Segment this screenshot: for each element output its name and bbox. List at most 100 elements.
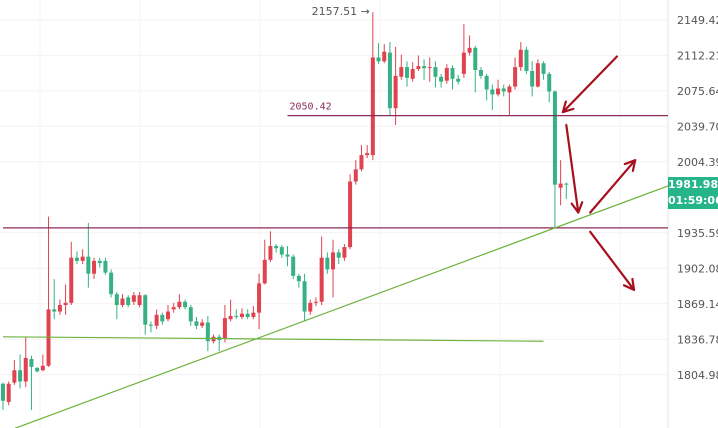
candle: [313, 297, 318, 307]
candle: [137, 291, 142, 308]
candle: [131, 291, 136, 306]
candle: [353, 160, 358, 185]
y-tick-label: 1869.14: [677, 298, 718, 311]
candle: [376, 43, 381, 65]
candle-body: [547, 73, 552, 92]
drawings: [2, 55, 669, 428]
candle: [35, 366, 40, 373]
candle-body: [69, 257, 74, 303]
candle: [404, 61, 409, 87]
candle: [239, 308, 244, 320]
candle: [296, 273, 301, 288]
candle-body: [228, 315, 233, 320]
candle-body: [410, 69, 415, 79]
candle-body: [257, 283, 262, 313]
candle-body: [427, 67, 432, 69]
candle-body: [416, 66, 421, 70]
candle: [331, 239, 336, 298]
candle: [558, 160, 563, 206]
candle: [450, 65, 455, 90]
candle-body: [496, 88, 501, 95]
candle: [507, 84, 512, 116]
candle: [29, 355, 34, 410]
candle-body: [444, 68, 449, 81]
candle-body: [348, 181, 353, 248]
arrow: [565, 123, 584, 214]
candle: [126, 295, 131, 308]
candle: [456, 74, 461, 85]
candle: [103, 257, 108, 275]
y-tick-label: 2149.42: [677, 14, 718, 27]
candle: [222, 305, 227, 343]
candle-body: [103, 260, 108, 273]
y-tick-label: 2039.70: [677, 120, 718, 133]
candle: [63, 284, 68, 315]
arrow-head: [570, 201, 584, 214]
candle: [382, 44, 387, 64]
candle-body: [114, 294, 119, 306]
candle-body: [530, 70, 535, 87]
candle-body: [353, 169, 358, 182]
arrow-head: [561, 100, 575, 114]
candle: [302, 273, 307, 322]
candle: [245, 309, 250, 320]
trend-line: [2, 336, 544, 342]
candle-body: [222, 318, 227, 340]
candle: [410, 62, 415, 82]
candle: [387, 42, 392, 116]
candle: [513, 57, 518, 90]
candle-body: [490, 89, 495, 95]
horizontal-line-label: 2050.42: [290, 102, 332, 113]
arrow: [589, 230, 636, 291]
y-tick-label: 1902.08: [677, 262, 718, 275]
candle: [433, 61, 438, 88]
candle-body: [35, 367, 40, 372]
grid: [0, 19, 668, 376]
candle-body: [359, 155, 364, 170]
candle-body: [131, 295, 136, 302]
candle: [359, 145, 364, 172]
candle: [92, 257, 97, 280]
candle: [541, 61, 546, 80]
candle: [12, 360, 17, 385]
candle-body: [148, 324, 153, 326]
y-tick-label: 1935.59: [677, 227, 718, 240]
candle-body: [6, 383, 11, 402]
trend-line: [14, 185, 669, 428]
candle: [262, 239, 267, 285]
candle-body: [308, 302, 313, 312]
arrow: [561, 55, 619, 114]
candle: [171, 302, 176, 313]
candle-body: [541, 63, 546, 74]
candle: [18, 354, 23, 389]
candle-body: [501, 88, 506, 92]
candle-body: [126, 297, 131, 306]
candle-body: [40, 365, 45, 371]
candle-body: [12, 370, 17, 383]
candle: [6, 381, 11, 406]
candle: [86, 222, 91, 288]
candle: [325, 252, 330, 274]
candle: [143, 294, 148, 335]
candle-body: [86, 256, 91, 274]
candle-body: [23, 357, 28, 382]
candle: [473, 45, 478, 93]
candle-body: [365, 153, 370, 156]
candle: [97, 257, 102, 268]
high-marker-label: 2157.51 →: [312, 5, 370, 18]
candle-body: [404, 67, 409, 78]
candle-body: [239, 313, 244, 318]
candle-body: [552, 91, 557, 185]
candle-body: [166, 311, 171, 320]
candle-body: [393, 75, 398, 109]
candle: [490, 84, 495, 111]
candle-body: [251, 312, 256, 318]
price-axis[interactable]: 2149.42 2112.21 2075.64 2039.70 2004.39 1935.…: [677, 14, 718, 382]
candle: [279, 244, 284, 258]
candle: [274, 243, 279, 253]
candle: [228, 299, 233, 322]
y-tick-label: 2075.64: [677, 85, 718, 98]
candle-body: [262, 259, 267, 284]
candle-body: [478, 70, 483, 76]
